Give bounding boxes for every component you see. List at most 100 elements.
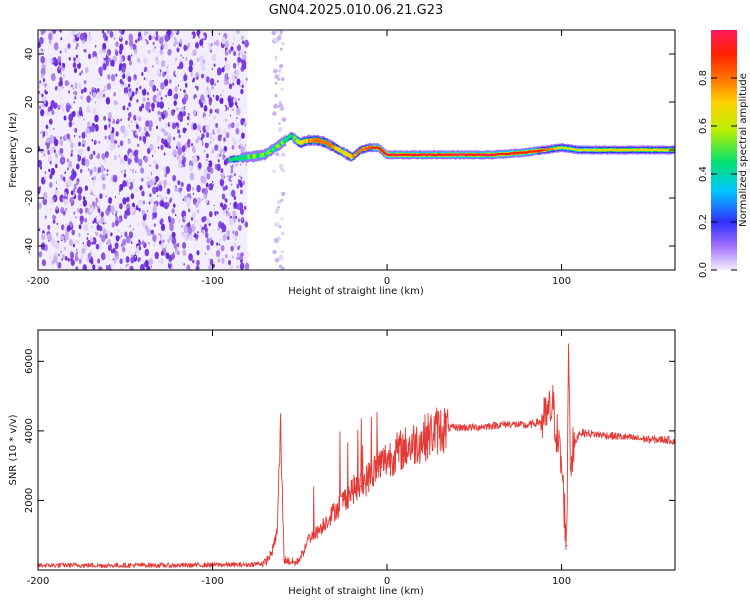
noise-speckle	[62, 198, 64, 201]
noise-speckle	[187, 226, 193, 235]
noise-speckle	[128, 83, 131, 88]
noise-speckle	[141, 88, 147, 96]
noise-speckle	[90, 259, 94, 265]
noise-speckle	[61, 258, 63, 261]
noise-speckle	[81, 131, 86, 139]
noise-speckle	[128, 33, 134, 42]
noise-speckle	[115, 73, 118, 77]
x-tick-label: 100	[552, 276, 571, 287]
noise-speckle	[49, 51, 54, 58]
noise-speckle	[167, 238, 170, 244]
noise-speckle	[196, 133, 198, 136]
noise-speckle	[62, 230, 65, 235]
noise-speckle	[161, 113, 166, 120]
noise-speckle	[45, 124, 49, 129]
noise-speckle	[194, 221, 198, 227]
noise-speckle	[137, 144, 140, 148]
noise-speckle	[169, 235, 173, 241]
snr-point	[456, 426, 458, 428]
noise-speckle	[164, 71, 167, 75]
noise-speckle	[40, 166, 43, 170]
noise-speckle	[227, 81, 229, 84]
noise-speckle	[77, 251, 82, 259]
noise-speckle	[99, 83, 105, 92]
noise-speckle	[117, 228, 120, 233]
noise-speckle	[235, 127, 240, 135]
noise-speckle	[176, 53, 179, 58]
y-tick-label: 40	[24, 48, 35, 61]
noise-speckle	[120, 58, 123, 63]
noise-speckle	[201, 198, 204, 201]
noise-speckle	[166, 65, 169, 69]
noise-speckle	[98, 66, 103, 75]
noise-speckle	[159, 36, 164, 45]
noise-speckle	[189, 172, 195, 181]
noise-speckle	[69, 197, 74, 204]
noise-speckle	[130, 46, 133, 50]
noise-speckle	[111, 222, 115, 228]
noise-speckle	[216, 108, 220, 115]
noise-speckle	[192, 259, 195, 264]
noise-speckle	[155, 175, 159, 183]
snr-point	[360, 485, 362, 488]
noise-speckle	[144, 248, 150, 257]
noise-speckle	[86, 105, 90, 112]
noise-speckle	[141, 177, 144, 182]
noise-speckle	[76, 248, 78, 251]
noise-speckle	[66, 158, 70, 163]
noise-speckle	[87, 138, 91, 145]
noise-speckle	[40, 73, 44, 79]
noise-speckle	[141, 103, 145, 109]
noise-speckle	[182, 192, 185, 196]
noise-speckle	[160, 242, 165, 249]
snr-point	[648, 438, 650, 441]
noise-speckle	[135, 171, 137, 173]
noise-speckle	[84, 158, 90, 167]
noise-speckle	[119, 266, 123, 270]
noise-speckle	[38, 159, 43, 168]
noise-speckle	[84, 185, 88, 191]
noise-speckle	[202, 59, 206, 64]
noise-speckle	[231, 74, 236, 82]
noise-speckle	[148, 49, 151, 54]
noise-speckle	[99, 49, 103, 55]
noise-speckle	[187, 143, 191, 148]
noise-speckle	[67, 257, 70, 262]
noise-speckle	[56, 133, 59, 137]
noise-speckle	[38, 251, 43, 258]
noise-speckle	[170, 37, 175, 45]
noise-speckle	[181, 99, 184, 102]
noise-speckle	[103, 177, 105, 180]
noise-speckle	[110, 65, 114, 71]
noise-speckle	[159, 49, 164, 56]
noise-speckle	[125, 264, 128, 267]
noise-speckle	[197, 162, 202, 169]
noise-speckle	[195, 234, 199, 239]
noise-speckle	[148, 34, 152, 41]
noise-speckle	[178, 134, 181, 139]
noise-speckle	[106, 173, 108, 176]
noise-speckle	[234, 237, 237, 241]
noise-speckle	[199, 55, 204, 63]
snr-point	[325, 520, 327, 522]
noise-speckle	[45, 209, 51, 217]
noise-speckle	[73, 77, 77, 83]
noise-speckle	[116, 210, 118, 213]
noise-speckle	[156, 68, 161, 76]
noise-speckle	[222, 155, 225, 160]
noise-speckle	[243, 205, 247, 211]
noise-speckle	[120, 234, 123, 238]
noise-speckle	[142, 228, 147, 236]
noise-speckle	[144, 31, 147, 36]
noise-speckle	[92, 178, 95, 184]
noise-speckle	[135, 188, 138, 193]
noise-speckle	[239, 49, 244, 57]
noise-speckle	[56, 222, 58, 226]
chart-title: GN04.2025.010.06.21.G23	[269, 3, 444, 18]
noise-speckle	[210, 141, 212, 144]
noise-speckle	[84, 73, 89, 82]
noise-speckle	[187, 122, 189, 126]
noise-speckle	[158, 116, 162, 122]
noise-speckle	[203, 105, 208, 112]
noise-speckle	[223, 65, 225, 68]
